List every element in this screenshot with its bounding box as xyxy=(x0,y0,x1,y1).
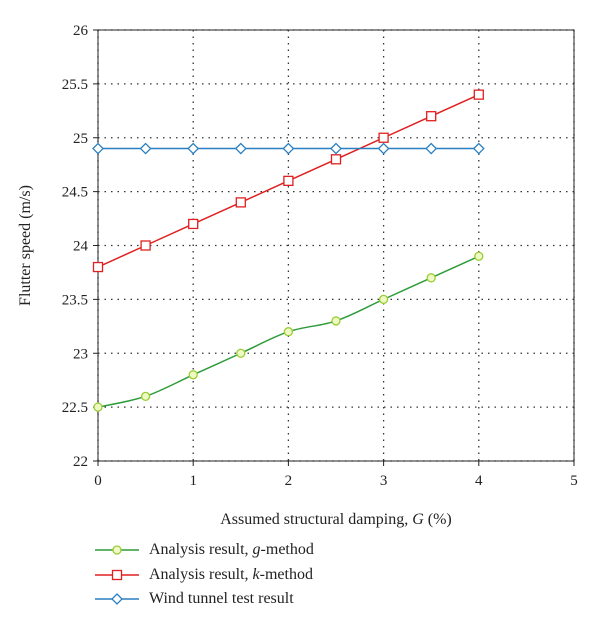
legend-item-wind-tunnel: Wind tunnel test result xyxy=(95,587,314,612)
series-1 xyxy=(92,89,484,273)
y-axis-label: Flutter speed (m/s) xyxy=(17,185,34,306)
data-point-diamond xyxy=(187,142,200,155)
series-2 xyxy=(92,142,485,155)
x-tick-label: 5 xyxy=(570,473,578,489)
data-point-circle xyxy=(331,316,341,326)
legend-label-g-method: Analysis result, g-method xyxy=(149,541,314,559)
legend-marker-circle-icon xyxy=(95,545,139,555)
legend-label-wind-tunnel: Wind tunnel test result xyxy=(149,590,294,608)
data-point-circle xyxy=(378,294,389,305)
data-point-square xyxy=(330,154,342,165)
data-point-square xyxy=(188,218,199,230)
data-point-circle xyxy=(474,251,484,261)
x-tick-label: 4 xyxy=(475,473,483,489)
y-tick-label: 24.5 xyxy=(62,185,88,201)
data-point-diamond xyxy=(139,142,152,155)
y-tick-label: 25.5 xyxy=(62,77,88,93)
legend: Analysis result, g-method Analysis resul… xyxy=(95,538,314,612)
data-point-circle xyxy=(283,327,294,337)
data-point-square xyxy=(426,111,437,122)
data-point-diamond xyxy=(425,142,438,155)
legend-item-k-method: Analysis result, k-method xyxy=(95,563,314,588)
y-tick-label: 26 xyxy=(73,23,89,39)
data-point-diamond xyxy=(282,142,295,155)
data-point-square xyxy=(378,132,389,143)
y-tick-label: 23 xyxy=(73,346,88,362)
x-tick-label: 0 xyxy=(94,473,102,489)
x-tick-label: 1 xyxy=(189,473,197,489)
x-tick-label: 3 xyxy=(380,473,388,489)
data-point-diamond xyxy=(377,142,390,155)
x-tick-label: 2 xyxy=(285,473,293,489)
data-point-diamond xyxy=(330,142,342,155)
legend-label-k-method: Analysis result, k-method xyxy=(149,565,313,583)
series-group xyxy=(92,89,485,412)
y-tick-label: 23.5 xyxy=(62,292,88,308)
data-point-square xyxy=(235,197,246,208)
data-point-circle xyxy=(426,273,436,283)
data-point-square xyxy=(140,240,151,251)
grid xyxy=(97,29,575,462)
legend-item-g-method: Analysis result, g-method xyxy=(95,538,314,563)
series-0 xyxy=(93,251,484,412)
y-tick-label: 22.5 xyxy=(62,400,88,416)
y-tick-label: 22 xyxy=(73,454,88,470)
x-axis-label: Assumed structural damping, G (%) xyxy=(220,511,452,528)
data-point-circle xyxy=(93,402,103,412)
data-point-diamond xyxy=(472,142,485,155)
data-point-diamond xyxy=(234,142,247,155)
data-point-circle xyxy=(236,348,246,358)
legend-marker-square-icon xyxy=(95,569,139,580)
data-point-square xyxy=(92,261,104,273)
data-point-circle xyxy=(140,391,151,402)
y-axis-ticks: 22 22.5 23 23.5 24 24.5 25 25.5 26 xyxy=(62,23,98,470)
x-axis-ticks: 0 1 2 3 4 5 xyxy=(94,461,578,489)
data-point-square xyxy=(473,89,484,100)
data-point-diamond xyxy=(92,142,104,155)
legend-marker-diamond-icon xyxy=(95,593,139,606)
y-tick-label: 24 xyxy=(73,239,89,255)
plot-area-frame xyxy=(97,29,575,462)
y-tick-label: 25 xyxy=(73,131,88,147)
data-point-square xyxy=(283,175,294,187)
data-point-circle xyxy=(188,370,198,380)
